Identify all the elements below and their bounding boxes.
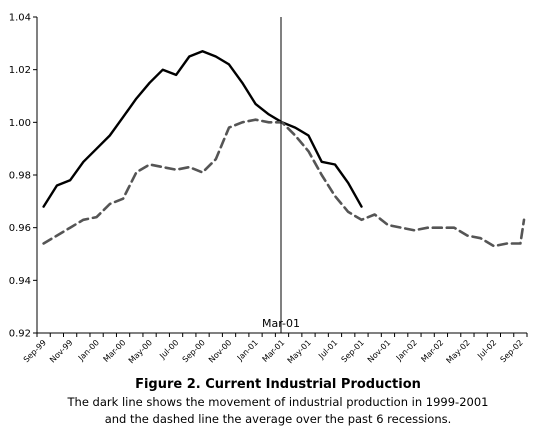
- x-tick-label: Nov-00: [207, 338, 233, 364]
- y-tick-label: 0.96: [9, 223, 31, 234]
- y-tick-label: 0.92: [9, 329, 31, 340]
- x-tick-label: May-02: [445, 338, 472, 365]
- y-tick-label: 1.04: [9, 13, 31, 24]
- x-tick-label: Jul-01: [316, 338, 339, 361]
- y-tick-label: 0.94: [9, 276, 31, 287]
- x-tick-label: Jan-01: [235, 338, 260, 363]
- x-tick-label: Mar-01: [260, 338, 286, 364]
- y-tick-label: 1.00: [9, 118, 31, 129]
- x-tick-label: Sep-01: [340, 338, 366, 364]
- caption-line-2: and the dashed line the average over the…: [104, 412, 452, 426]
- caption-line-1: The dark line shows the movement of indu…: [67, 395, 489, 409]
- x-tick-label: May-00: [127, 338, 154, 365]
- mar-01-marker-label: Mar-01: [262, 317, 300, 330]
- y-axis-ticks: 0.92 0.94 0.96 0.98 1.00 1.02 1.04: [9, 13, 37, 340]
- x-tick-label: May-01: [286, 338, 313, 365]
- x-tick-label: Mar-00: [102, 338, 128, 364]
- x-tick-label: Sep-99: [22, 338, 48, 364]
- x-tick-label: Jan-02: [394, 338, 419, 363]
- x-tick-label: Nov-01: [366, 338, 392, 364]
- x-tick-label: Sep-02: [499, 338, 525, 364]
- y-tick-label: 0.98: [9, 171, 31, 182]
- series-line-solid-current: [42, 50, 363, 208]
- series-line-dashed-average: [42, 118, 526, 248]
- x-tick-label: Jul-00: [157, 338, 180, 361]
- x-tick-label: Sep-00: [181, 338, 207, 364]
- y-tick-label: 1.02: [9, 65, 31, 76]
- figure-caption: Figure 2. Current Industrial Production …: [0, 376, 556, 428]
- x-tick-label: Jul-02: [475, 338, 498, 361]
- x-tick-label: Mar-02: [419, 338, 445, 364]
- line-chart: 0.92 0.94 0.96 0.98 1.00 1.02 1.04 Sep-99 Nov-9…: [9, 13, 528, 365]
- caption-title: Figure 2. Current Industrial Production: [135, 377, 421, 392]
- x-axis-ticks: Sep-99 Nov-99 Jan-00 Mar-00 May-00 Jul-00 Sep-…: [22, 333, 528, 365]
- series-layer: [42, 50, 526, 248]
- x-tick-label: Nov-99: [48, 338, 74, 364]
- x-tick-label: Jan-00: [76, 338, 101, 363]
